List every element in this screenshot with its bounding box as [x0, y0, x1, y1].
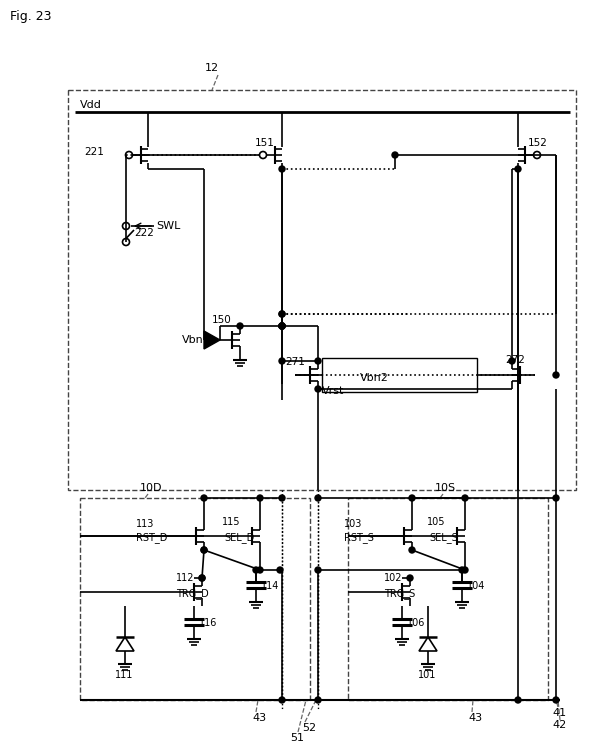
Text: SEL_D: SEL_D [224, 533, 254, 544]
Circle shape [409, 495, 415, 501]
Circle shape [279, 697, 285, 703]
Text: SEL_S: SEL_S [429, 533, 457, 544]
Circle shape [315, 495, 321, 501]
Circle shape [257, 567, 263, 573]
Polygon shape [204, 331, 220, 349]
Text: 152: 152 [528, 138, 548, 148]
Text: Vbn2: Vbn2 [360, 373, 389, 383]
Text: SWL: SWL [156, 221, 181, 231]
Text: 103: 103 [344, 519, 362, 529]
Text: 41: 41 [552, 708, 566, 718]
Text: TRG_D: TRG_D [176, 589, 209, 599]
Circle shape [277, 567, 283, 573]
Circle shape [553, 495, 559, 501]
Circle shape [201, 495, 207, 501]
Text: 151: 151 [255, 138, 275, 148]
Circle shape [279, 166, 285, 172]
Circle shape [279, 323, 285, 329]
Bar [68, 90, 576, 490]
Circle shape [315, 358, 321, 364]
Text: RST_S: RST_S [344, 533, 374, 544]
Text: 43: 43 [252, 713, 266, 723]
Circle shape [257, 495, 263, 501]
Circle shape [462, 567, 468, 573]
Circle shape [199, 575, 205, 581]
Circle shape [279, 323, 285, 329]
Circle shape [409, 547, 415, 553]
Text: 10S: 10S [435, 483, 456, 493]
Circle shape [515, 166, 521, 172]
Text: 112: 112 [176, 573, 194, 583]
Circle shape [392, 152, 398, 158]
Text: 51: 51 [290, 733, 304, 743]
Circle shape [253, 567, 259, 573]
Text: 271: 271 [285, 357, 305, 367]
Text: 52: 52 [302, 723, 316, 733]
Circle shape [199, 575, 205, 581]
Text: RST_D: RST_D [136, 533, 167, 544]
Circle shape [237, 323, 243, 329]
Text: 102: 102 [384, 573, 402, 583]
Text: Vrst: Vrst [322, 386, 344, 396]
Text: 43: 43 [468, 713, 482, 723]
Circle shape [315, 386, 321, 392]
Circle shape [407, 575, 413, 581]
Circle shape [315, 697, 321, 703]
Circle shape [279, 358, 285, 364]
Circle shape [553, 372, 559, 378]
Circle shape [201, 547, 207, 553]
Text: Vdd: Vdd [80, 100, 102, 110]
Circle shape [279, 323, 285, 329]
Text: 221: 221 [84, 147, 104, 157]
Circle shape [515, 697, 521, 703]
Text: TRG_S: TRG_S [384, 589, 415, 599]
Circle shape [279, 311, 285, 317]
Circle shape [509, 358, 515, 364]
Text: 114: 114 [261, 581, 279, 591]
Text: 111: 111 [115, 670, 133, 680]
Text: 272: 272 [505, 355, 525, 365]
Circle shape [279, 323, 285, 329]
Circle shape [201, 547, 207, 553]
Circle shape [279, 323, 285, 329]
Circle shape [462, 495, 468, 501]
Text: Vbn: Vbn [182, 335, 204, 345]
Circle shape [459, 567, 465, 573]
Text: Fig. 23: Fig. 23 [10, 10, 51, 22]
Text: 101: 101 [418, 670, 437, 680]
Circle shape [279, 311, 285, 317]
Text: 42: 42 [552, 720, 566, 730]
Text: 116: 116 [199, 618, 218, 628]
Text: 115: 115 [222, 517, 240, 527]
Circle shape [315, 567, 321, 573]
Text: 12: 12 [205, 63, 219, 73]
Text: 105: 105 [427, 517, 446, 527]
Circle shape [279, 495, 285, 501]
Text: 104: 104 [467, 581, 486, 591]
Text: 106: 106 [407, 618, 425, 628]
Text: 222: 222 [134, 228, 154, 238]
Circle shape [553, 697, 559, 703]
Text: 113: 113 [136, 519, 154, 529]
Bar [80, 498, 310, 700]
Text: 10D: 10D [140, 483, 163, 493]
Text: 150: 150 [212, 315, 232, 325]
Bar [348, 498, 548, 700]
